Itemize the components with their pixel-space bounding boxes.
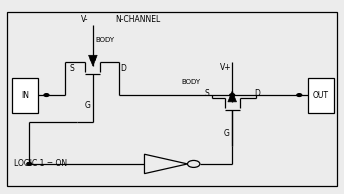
Bar — [12, 78, 38, 113]
Text: BODY: BODY — [181, 80, 201, 85]
Text: V+: V+ — [219, 63, 231, 72]
Polygon shape — [228, 91, 237, 102]
Text: V-: V- — [80, 15, 88, 24]
Text: D: D — [120, 64, 126, 73]
Text: G: G — [85, 101, 91, 110]
Text: S: S — [204, 89, 209, 98]
Polygon shape — [89, 55, 97, 66]
Text: LOGIC 1 = ON: LOGIC 1 = ON — [14, 159, 67, 168]
Text: IN: IN — [21, 91, 29, 100]
Text: D: D — [254, 89, 260, 98]
Text: N-CHANNEL: N-CHANNEL — [115, 15, 160, 24]
Circle shape — [230, 94, 235, 96]
Text: OUT: OUT — [313, 91, 329, 100]
Text: G: G — [223, 129, 229, 138]
Circle shape — [187, 160, 200, 167]
Circle shape — [27, 163, 32, 165]
Text: BODY: BODY — [95, 37, 115, 43]
Polygon shape — [144, 154, 187, 174]
Text: S: S — [69, 64, 74, 73]
Bar — [308, 78, 334, 113]
Circle shape — [44, 94, 49, 96]
Circle shape — [297, 94, 302, 96]
Circle shape — [90, 58, 95, 61]
